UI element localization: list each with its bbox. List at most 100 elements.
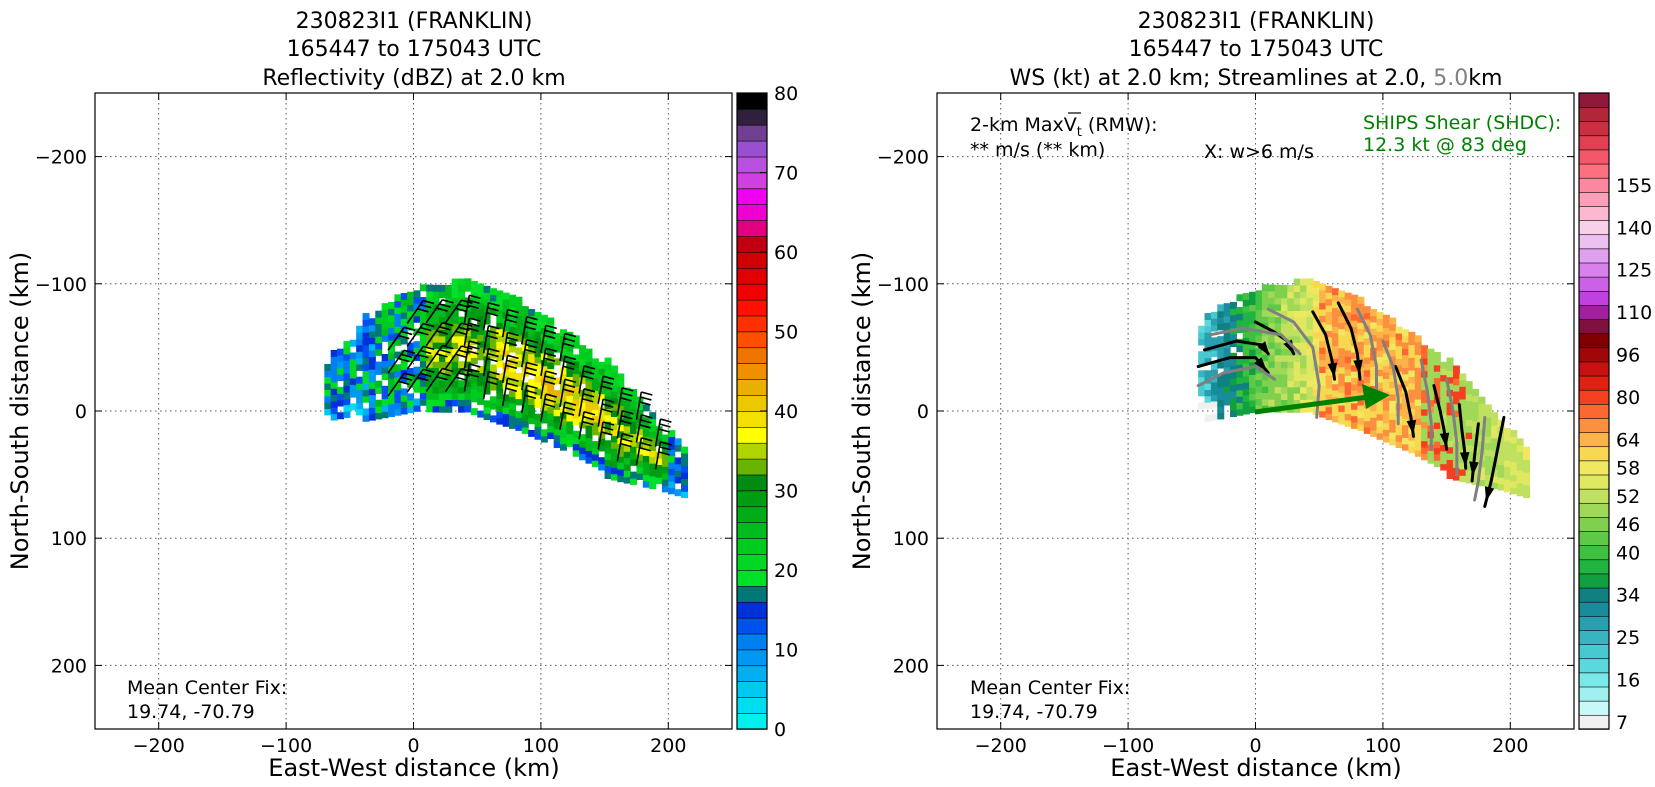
reflectivity-cell: [630, 446, 638, 454]
windspeed-cell: [1395, 332, 1403, 340]
reflectivity-cell: [540, 384, 548, 392]
windspeed-cell: [1242, 382, 1250, 390]
colorbar-segment: [1578, 417, 1610, 433]
windspeed-cell: [1280, 367, 1288, 375]
windspeed-cell: [1325, 304, 1333, 312]
reflectivity-cell: [534, 426, 542, 434]
windspeed-cell: [1523, 446, 1531, 454]
reflectivity-cell: [674, 463, 682, 471]
reflectivity-cell: [438, 348, 446, 356]
reflectivity-cell: [598, 431, 606, 439]
windspeed-cell: [1414, 367, 1422, 375]
windspeed-cell: [1223, 366, 1231, 374]
wind-barb: [635, 437, 653, 466]
windspeed-cell: [1376, 311, 1384, 319]
windspeed-cell: [1331, 370, 1339, 378]
reflectivity-cell: [432, 322, 440, 330]
reflectivity-cell: [394, 307, 402, 314]
reflectivity-cell: [534, 394, 542, 402]
streamline: [1355, 307, 1378, 400]
reflectivity-cell: [610, 460, 618, 468]
windspeed-cell: [1465, 387, 1473, 395]
reflectivity-cell: [610, 473, 618, 481]
reflectivity-cell: [368, 330, 376, 338]
y-tick-label: −100: [877, 274, 929, 296]
reflectivity-cell: [426, 284, 434, 292]
reflectivity-cell: [528, 391, 536, 399]
windspeed-cell: [1491, 412, 1499, 420]
reflectivity-cell: [400, 394, 408, 402]
reflectivity-cell: [623, 444, 631, 452]
colorbar-segment: [736, 601, 768, 619]
wind-barb: [463, 340, 481, 369]
reflectivity-cell: [585, 399, 593, 407]
windspeed-cell: [1198, 376, 1206, 384]
reflectivity-cell: [636, 409, 644, 417]
reflectivity-cell: [362, 338, 370, 346]
windspeed-cell: [1306, 348, 1314, 356]
reflectivity-cell: [470, 357, 478, 365]
reflectivity-cell: [630, 452, 638, 460]
reflectivity-cell: [579, 434, 587, 442]
windspeed-cell: [1516, 489, 1524, 497]
windspeed-cell: [1440, 463, 1448, 471]
windspeed-cell: [1325, 298, 1333, 306]
windspeed-cell: [1204, 414, 1212, 422]
windspeed-cell: [1427, 456, 1435, 464]
reflectivity-cell: [649, 443, 657, 451]
reflectivity-cell: [547, 419, 555, 427]
reflectivity-cell: [432, 335, 440, 343]
reflectivity-cell: [534, 413, 542, 421]
windspeed-cell: [1274, 335, 1282, 343]
reflectivity-cell: [534, 375, 542, 383]
windspeed-cell: [1261, 335, 1269, 343]
windspeed-cell: [1312, 350, 1320, 358]
windspeed-cell: [1319, 296, 1327, 304]
windspeed-cell: [1198, 325, 1206, 333]
reflectivity-cell: [655, 451, 663, 459]
windspeed-cell: [1204, 332, 1212, 340]
windspeed-cell: [1344, 311, 1352, 319]
windspeed-cell: [1274, 361, 1282, 369]
windspeed-cell: [1249, 323, 1257, 331]
windspeed-cell: [1223, 315, 1231, 323]
reflectivity-cell: [496, 334, 504, 342]
windspeed-cell: [1338, 347, 1346, 355]
wind-barb: [559, 332, 577, 362]
windspeed-cell: [1382, 429, 1390, 437]
windspeed-cell: [1325, 311, 1333, 319]
windspeed-cell: [1459, 417, 1467, 425]
windspeed-cell: [1382, 321, 1390, 329]
windspeed-cell: [1427, 367, 1435, 375]
reflectivity-cell: [413, 385, 421, 393]
windspeed-cell: [1376, 369, 1384, 377]
arrow-icon: [1327, 362, 1338, 378]
reflectivity-cell: [681, 459, 689, 467]
reflectivity-cell: [553, 358, 561, 366]
windspeed-cell: [1446, 370, 1454, 378]
reflectivity-cell: [368, 400, 376, 408]
windspeed-cell: [1421, 402, 1429, 410]
reflectivity-cell: [560, 373, 567, 381]
reflectivity-cell: [394, 376, 402, 384]
reflectivity-cell: [368, 343, 376, 351]
windspeed-cell: [1325, 413, 1333, 421]
colorbar-segment: [1578, 347, 1610, 363]
windspeed-cell: [1363, 420, 1371, 428]
windspeed-cell: [1331, 383, 1339, 391]
colorbar-label: 96: [1616, 344, 1640, 366]
reflectivity-cell: [496, 398, 504, 406]
reflectivity-cell: [368, 350, 376, 358]
reflectivity-cell: [540, 314, 548, 322]
windspeed-cell: [1319, 315, 1327, 323]
windspeed-cell: [1280, 361, 1288, 369]
reflectivity-cell: [649, 412, 657, 420]
colorbar-label: 40: [1616, 542, 1640, 564]
y-tick-label: 0: [75, 401, 87, 423]
windspeed-cell: [1389, 393, 1397, 401]
windspeed-cell: [1523, 459, 1531, 467]
windspeed-cell: [1293, 342, 1301, 350]
windspeed-cell: [1300, 380, 1308, 388]
center-fix-label: Mean Center Fix:: [970, 677, 1130, 699]
windspeed-cell: [1465, 419, 1473, 427]
